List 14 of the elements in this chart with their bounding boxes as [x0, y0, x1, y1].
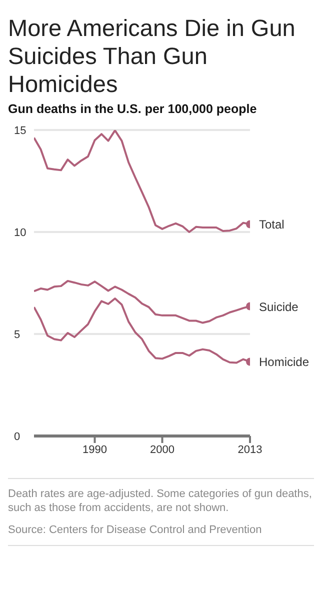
x-tick-label: 2000 [150, 444, 174, 456]
source-note: Source: Centers for Disease Control and Prevention [8, 523, 263, 537]
y-tick-label: 0 [14, 430, 20, 443]
series-label: Suicide [259, 300, 299, 314]
x-tick-label: 1990 [82, 444, 107, 456]
y-tick-label: 10 [14, 226, 26, 239]
series-label: Homicide [259, 355, 310, 370]
text: Death rates are age-adjusted. Some categories of gun deaths, such as those from accidents, are not shown. [8, 487, 313, 515]
y-tick-label: 15 [14, 124, 26, 137]
series-label: Total [259, 218, 284, 232]
y-tick-label: 5 [14, 328, 20, 341]
chart-title: More Americans Die in Gun Suicides Than Gun Homicides [8, 14, 296, 98]
x-tick-label: 2013 [238, 444, 262, 456]
chart-subtitle: Gun deaths in the U.S. per 100,000 people [8, 102, 258, 116]
